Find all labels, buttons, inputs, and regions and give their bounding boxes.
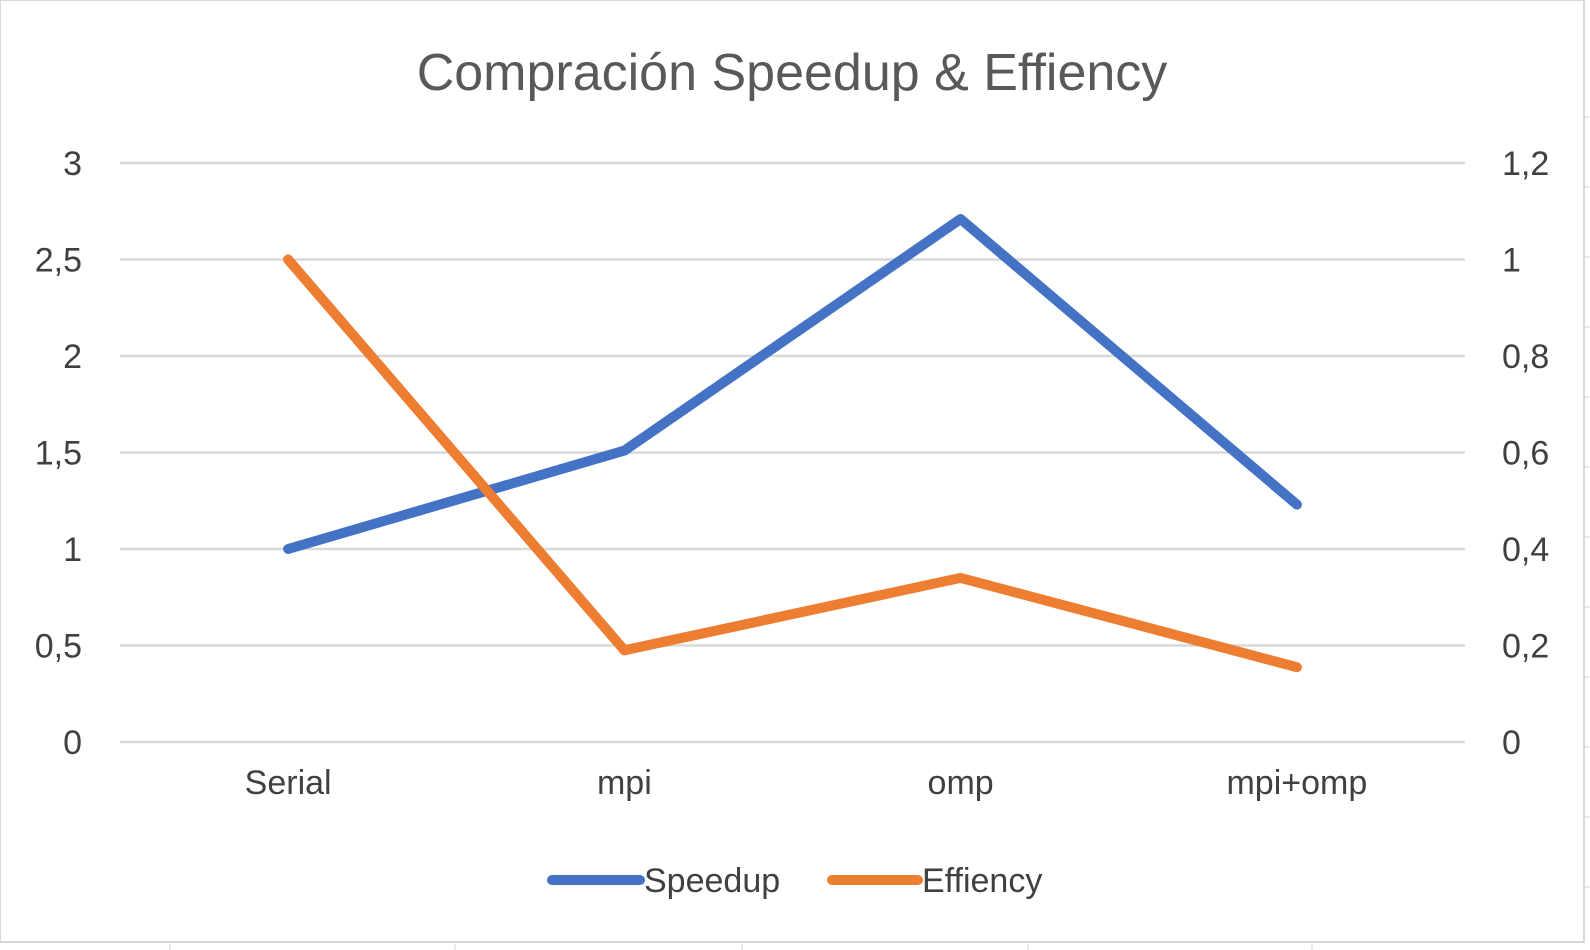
right-axis-ticks: 0 0,2 0,4 0,6 0,8 1 1,2 <box>1502 145 1549 762</box>
legend-label-speedup: Speedup <box>644 862 780 900</box>
x-tick-label: mpi <box>597 764 652 802</box>
left-tick-label: 1 <box>63 531 82 569</box>
legend: Speedup Effiency <box>547 862 1042 900</box>
left-tick-label: 2,5 <box>35 242 82 280</box>
right-tick-label: 0 <box>1502 724 1521 762</box>
right-tick-label: 0,8 <box>1502 338 1549 376</box>
right-tick-label: 0,2 <box>1502 628 1549 666</box>
left-tick-label: 0,5 <box>35 628 82 666</box>
left-axis-ticks: 0 0,5 1 1,5 2 2,5 3 <box>35 145 82 762</box>
x-tick-label: Serial <box>245 764 332 802</box>
series-line-speedup <box>283 214 1302 554</box>
series-layer <box>283 214 1302 673</box>
series-line-effiency <box>283 254 1302 673</box>
x-tick-label: omp <box>928 764 994 802</box>
right-tick-label: 1 <box>1502 242 1521 280</box>
legend-label-effiency: Effiency <box>922 862 1042 900</box>
left-tick-label: 0 <box>63 724 82 762</box>
right-tick-label: 0,6 <box>1502 435 1549 473</box>
left-tick-label: 1,5 <box>35 435 82 473</box>
x-tick-label: mpi+omp <box>1226 764 1367 802</box>
chart-title: Compración Speedup & Effiency <box>417 44 1168 102</box>
right-tick-label: 1,2 <box>1502 145 1549 183</box>
left-tick-label: 3 <box>63 145 82 183</box>
x-axis-ticks: Serial mpi omp mpi+omp <box>245 764 1368 802</box>
right-tick-label: 0,4 <box>1502 531 1549 569</box>
left-tick-label: 2 <box>63 338 82 376</box>
